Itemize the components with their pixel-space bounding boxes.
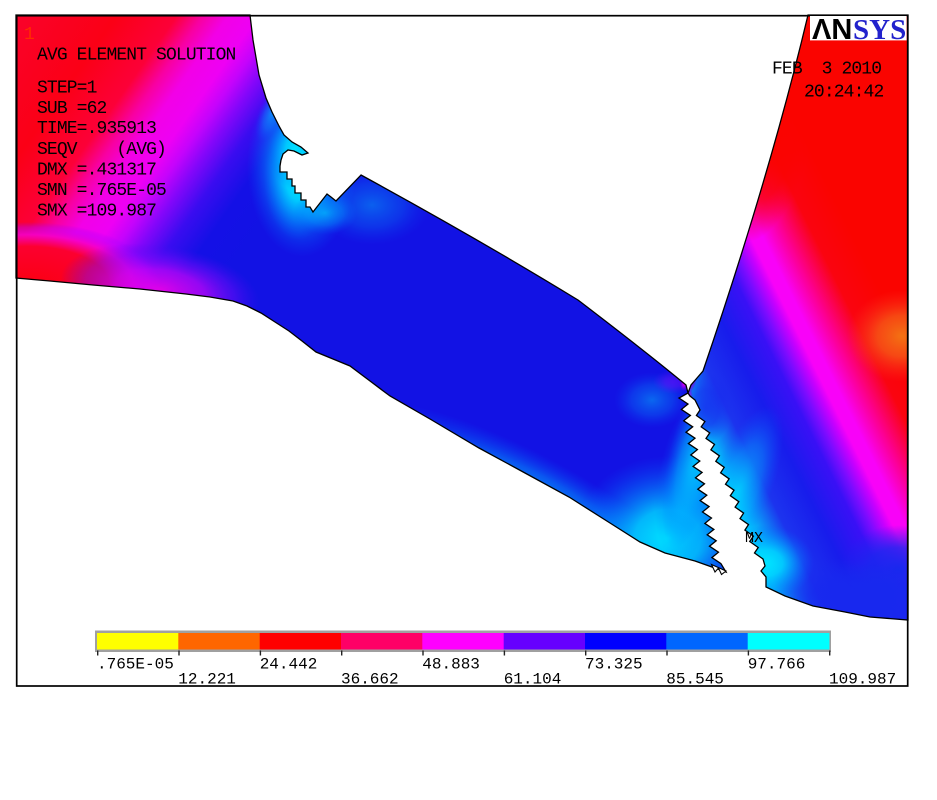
svg-text:SMN =.765E-05: SMN =.765E-05 xyxy=(37,181,166,201)
svg-text:48.883: 48.883 xyxy=(422,656,480,674)
svg-text:FEB 3 2010: FEB 3 2010 xyxy=(772,60,881,80)
svg-text:97.766: 97.766 xyxy=(748,656,806,674)
svg-text:.765E-05: .765E-05 xyxy=(97,656,174,674)
svg-text:85.545: 85.545 xyxy=(666,670,724,688)
svg-text:SEQV (AVG): SEQV (AVG) xyxy=(37,140,166,160)
svg-text:DMX =.431317: DMX =.431317 xyxy=(37,161,156,181)
svg-text:STEP=1: STEP=1 xyxy=(37,78,97,98)
svg-text:20:24:42: 20:24:42 xyxy=(804,83,883,103)
svg-text:73.325: 73.325 xyxy=(585,656,643,674)
svg-text:24.442: 24.442 xyxy=(260,656,318,674)
svg-text:36.662: 36.662 xyxy=(341,670,399,688)
svg-text:ΛN: ΛN xyxy=(812,14,852,46)
svg-text:SYS: SYS xyxy=(853,14,906,46)
svg-text:61.104: 61.104 xyxy=(504,670,562,688)
svg-text:1: 1 xyxy=(24,25,35,45)
svg-text:TIME=.935913: TIME=.935913 xyxy=(37,119,156,139)
svg-text:MX: MX xyxy=(745,530,763,547)
svg-text:AVG ELEMENT SOLUTION: AVG ELEMENT SOLUTION xyxy=(37,45,236,65)
svg-text:SMX =109.987: SMX =109.987 xyxy=(37,201,156,221)
svg-text:SUB =62: SUB =62 xyxy=(37,99,107,119)
svg-text:12.221: 12.221 xyxy=(178,670,236,688)
svg-text:109.987: 109.987 xyxy=(829,670,896,688)
